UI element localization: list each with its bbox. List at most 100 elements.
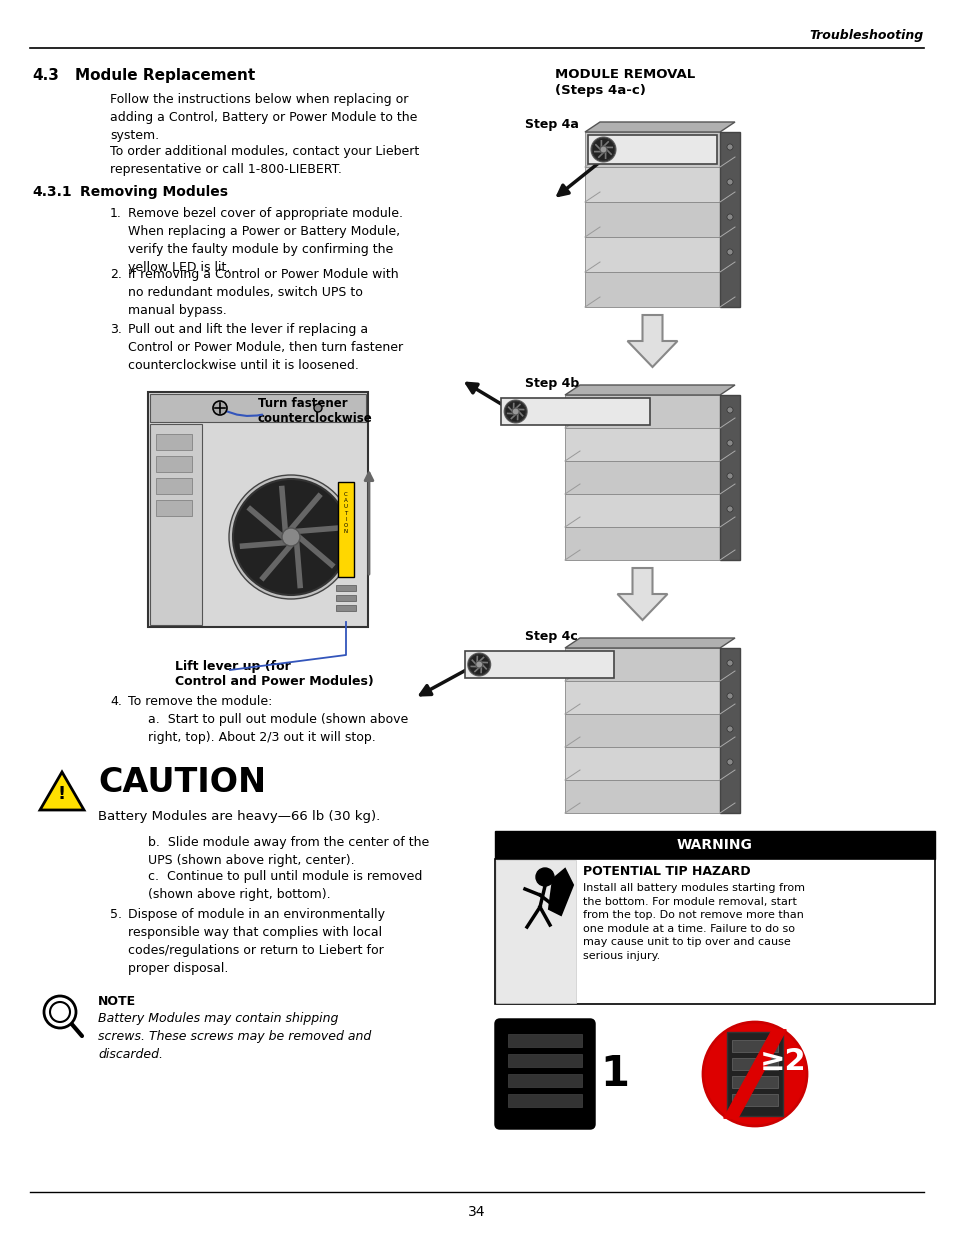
Text: Troubleshooting: Troubleshooting <box>809 28 923 42</box>
Text: Module Replacement: Module Replacement <box>75 68 255 83</box>
Circle shape <box>726 726 732 732</box>
Circle shape <box>726 144 732 149</box>
Text: CAUTION: CAUTION <box>98 766 266 799</box>
Text: a.  Start to pull out module (shown above
right, top). About 2/3 out it will sto: a. Start to pull out module (shown above… <box>148 713 408 743</box>
Polygon shape <box>564 385 734 395</box>
Circle shape <box>468 655 489 676</box>
FancyBboxPatch shape <box>495 831 934 860</box>
Text: Remove bezel cover of appropriate module.
When replacing a Power or Battery Modu: Remove bezel cover of appropriate module… <box>128 207 402 274</box>
Text: Battery Modules may contain shipping
screws. These screws may be removed and
dis: Battery Modules may contain shipping scr… <box>98 1011 371 1061</box>
FancyBboxPatch shape <box>731 1058 778 1070</box>
Text: WARNING: WARNING <box>677 839 752 852</box>
FancyBboxPatch shape <box>564 395 720 429</box>
FancyBboxPatch shape <box>564 461 720 494</box>
Circle shape <box>726 659 732 666</box>
Circle shape <box>213 401 227 415</box>
Circle shape <box>229 475 353 599</box>
FancyBboxPatch shape <box>584 237 720 272</box>
Circle shape <box>467 653 490 676</box>
Polygon shape <box>584 122 734 132</box>
Text: ≥2: ≥2 <box>760 1047 806 1077</box>
Text: To order additional modules, contact your Liebert
representative or call 1-800-L: To order additional modules, contact you… <box>110 144 418 177</box>
FancyBboxPatch shape <box>148 391 368 627</box>
Text: Lift lever up (for
Control and Power Modules): Lift lever up (for Control and Power Mod… <box>174 659 374 688</box>
FancyBboxPatch shape <box>335 605 355 611</box>
Text: b.  Slide module away from the center of the
UPS (shown above right, center).: b. Slide module away from the center of … <box>148 836 429 867</box>
Text: 4.3: 4.3 <box>32 68 59 83</box>
Circle shape <box>505 401 526 422</box>
FancyBboxPatch shape <box>335 585 355 592</box>
FancyBboxPatch shape <box>731 1076 778 1088</box>
FancyBboxPatch shape <box>564 747 720 781</box>
Circle shape <box>592 138 615 161</box>
FancyBboxPatch shape <box>156 433 192 450</box>
Circle shape <box>536 868 554 885</box>
Circle shape <box>233 479 349 595</box>
Polygon shape <box>720 648 740 813</box>
Circle shape <box>590 137 616 162</box>
FancyBboxPatch shape <box>584 203 720 237</box>
Circle shape <box>726 760 732 764</box>
FancyBboxPatch shape <box>156 500 192 516</box>
FancyBboxPatch shape <box>584 272 720 308</box>
Text: Install all battery modules starting from
the bottom. For module removal, start
: Install all battery modules starting fro… <box>582 883 804 961</box>
Circle shape <box>599 146 606 153</box>
Text: 5.: 5. <box>110 908 122 921</box>
FancyBboxPatch shape <box>156 456 192 472</box>
FancyBboxPatch shape <box>500 398 650 425</box>
FancyBboxPatch shape <box>584 132 720 167</box>
Circle shape <box>726 506 732 513</box>
FancyBboxPatch shape <box>564 527 720 559</box>
FancyBboxPatch shape <box>337 482 354 577</box>
Polygon shape <box>564 638 734 648</box>
Circle shape <box>44 995 76 1028</box>
FancyBboxPatch shape <box>564 648 720 680</box>
FancyBboxPatch shape <box>150 424 202 625</box>
FancyBboxPatch shape <box>495 860 934 1004</box>
Circle shape <box>702 1023 806 1126</box>
Polygon shape <box>723 1030 785 1118</box>
FancyBboxPatch shape <box>507 1053 581 1067</box>
Text: To remove the module:: To remove the module: <box>128 695 273 708</box>
FancyBboxPatch shape <box>335 595 355 601</box>
FancyBboxPatch shape <box>564 781 720 813</box>
FancyBboxPatch shape <box>731 1094 778 1107</box>
FancyBboxPatch shape <box>731 1040 778 1052</box>
Text: !: ! <box>58 785 66 803</box>
Polygon shape <box>627 315 677 367</box>
Text: Step 4a: Step 4a <box>524 119 578 131</box>
FancyBboxPatch shape <box>496 860 576 1003</box>
Circle shape <box>726 214 732 220</box>
Circle shape <box>282 529 299 546</box>
FancyBboxPatch shape <box>564 429 720 461</box>
FancyBboxPatch shape <box>564 494 720 527</box>
FancyBboxPatch shape <box>507 1094 581 1107</box>
Circle shape <box>726 693 732 699</box>
Circle shape <box>50 1002 70 1023</box>
Circle shape <box>726 440 732 446</box>
FancyBboxPatch shape <box>150 394 366 422</box>
Circle shape <box>476 661 482 668</box>
Text: 34: 34 <box>468 1205 485 1219</box>
Text: 4.3.1: 4.3.1 <box>32 185 71 199</box>
FancyBboxPatch shape <box>464 651 613 678</box>
FancyBboxPatch shape <box>564 714 720 747</box>
FancyBboxPatch shape <box>507 1074 581 1087</box>
Text: 1.: 1. <box>110 207 122 220</box>
FancyBboxPatch shape <box>726 1032 782 1116</box>
Circle shape <box>726 179 732 185</box>
Circle shape <box>726 473 732 479</box>
Text: Follow the instructions below when replacing or
adding a Control, Battery or Pow: Follow the instructions below when repla… <box>110 93 417 142</box>
Text: Step 4b: Step 4b <box>524 377 578 390</box>
Text: C
A
U
T
I
O
N: C A U T I O N <box>343 492 348 535</box>
Text: Step 4c: Step 4c <box>524 630 578 643</box>
FancyBboxPatch shape <box>584 167 720 203</box>
Text: Removing Modules: Removing Modules <box>80 185 228 199</box>
Polygon shape <box>617 568 667 620</box>
Polygon shape <box>548 869 573 915</box>
Circle shape <box>726 408 732 412</box>
Text: Turn fastener
counterclockwise: Turn fastener counterclockwise <box>257 396 373 425</box>
Text: Dispose of module in an environmentally
responsible way that complies with local: Dispose of module in an environmentally … <box>128 908 385 974</box>
FancyBboxPatch shape <box>496 1020 594 1128</box>
FancyBboxPatch shape <box>564 680 720 714</box>
